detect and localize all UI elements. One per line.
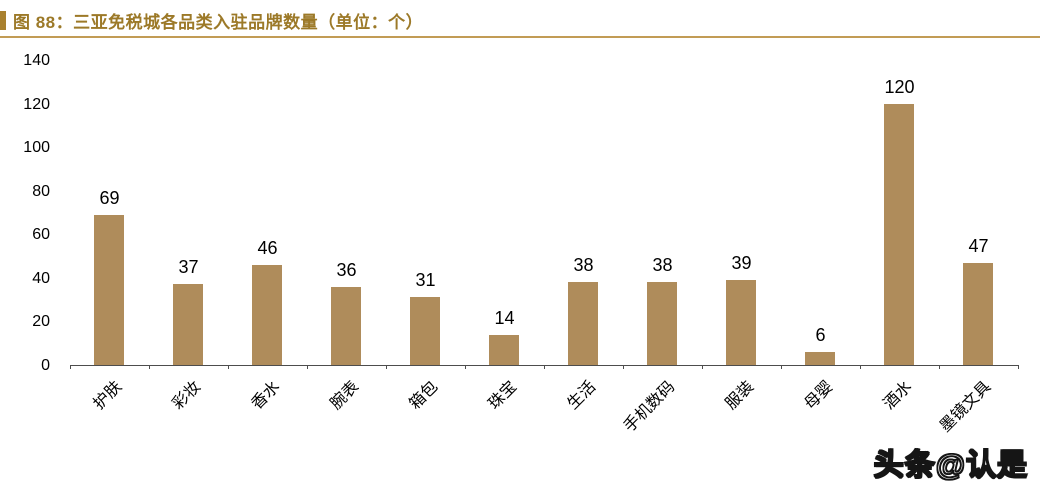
bar-value-label: 37: [178, 257, 199, 278]
y-tick-label: 140: [23, 52, 50, 69]
y-tick-label: 0: [41, 357, 50, 374]
bar-value-label: 46: [257, 237, 278, 258]
bar-value-label: 69: [99, 187, 120, 208]
bar: [726, 280, 757, 365]
x-axis-tick: [465, 365, 466, 369]
bar: [252, 264, 283, 365]
bar: [884, 103, 915, 365]
y-tick-label: 100: [23, 139, 50, 157]
bar: [94, 214, 125, 365]
x-axis-tick: [781, 365, 782, 369]
y-tick-label: 60: [32, 226, 50, 244]
bar: [805, 351, 836, 365]
x-axis-tick: [623, 365, 624, 369]
bar-value-label: 120: [884, 76, 915, 97]
bar-group: 31 箱包: [386, 60, 465, 412]
bar-group: 38 生活: [544, 60, 623, 413]
bar: [568, 282, 599, 365]
bar-group: 120 酒水: [860, 60, 939, 413]
x-axis-tick: [701, 365, 703, 369]
y-axis: 0 20 40 60 80 100 120 140: [0, 52, 56, 374]
bar-group: 14 珠宝: [465, 60, 544, 413]
bar-group: 37 彩妆: [149, 60, 228, 412]
x-axis-category-label: 服装: [723, 378, 758, 413]
bar-group: 36 腕表: [307, 60, 386, 413]
bar: [173, 284, 204, 365]
bar: [647, 282, 678, 365]
bar-value-label: 14: [494, 307, 515, 328]
bar: [410, 297, 441, 365]
bar: [331, 286, 362, 365]
x-axis-tick: [148, 365, 150, 369]
x-axis-category-label: 母婴: [802, 378, 837, 413]
x-axis-category-label: 珠宝: [486, 378, 521, 413]
x-axis-category-label: 墨镜文具: [937, 378, 995, 436]
x-axis-category-label: 香水: [249, 378, 284, 413]
bar-value-label: 38: [652, 255, 673, 276]
x-axis-tick: [1018, 365, 1019, 369]
bar-group: 39 服装: [702, 60, 781, 413]
header-divider: [0, 36, 1040, 38]
x-axis-tick: [385, 365, 387, 369]
watermark: 头条@认是: [873, 448, 1028, 483]
y-tick-label: 120: [23, 95, 50, 113]
bar-group: 69 护肤: [70, 60, 149, 413]
bar-value-label: 31: [415, 270, 436, 291]
x-axis-tick: [544, 365, 545, 369]
bar-group: 47 墨镜文具: [937, 60, 1018, 436]
bar-value-label: 36: [336, 259, 357, 280]
bar-group: 6 母婴: [781, 60, 860, 413]
plot-area: 69 护肤 37 彩妆 46 香水 36 腕表 31 箱包 14 珠宝 38 生活 38 手机数码 39 服装 6 母…: [70, 60, 1019, 436]
bar-chart: 0 20 40 60 80 100 120 140 69 护肤 37 彩妆 46 香水 36 腕表 31 箱包 1…: [0, 42, 1040, 472]
title-accent-bar: [0, 10, 6, 30]
y-tick-label: 40: [32, 269, 50, 287]
bar-value-label: 39: [731, 253, 752, 274]
y-tick-label: 20: [32, 313, 50, 331]
bar: [963, 262, 994, 365]
x-axis-tick: [307, 365, 308, 369]
x-axis-category-label: 箱包: [407, 378, 442, 413]
bar-group: 38 手机数码: [621, 60, 702, 435]
figure-title: 图 88：三亚免税城各品类入驻品牌数量（单位：个）: [13, 12, 424, 32]
bar-group: 46 香水: [228, 60, 307, 413]
x-axis-tick: [227, 365, 229, 369]
bar: [489, 334, 520, 365]
x-axis-category-label: 手机数码: [621, 378, 679, 436]
x-axis-category-label: 腕表: [328, 378, 363, 413]
figure-header: 图 88：三亚免税城各品类入驻品牌数量（单位：个）: [0, 0, 1040, 32]
bar-value-label: 47: [968, 235, 989, 256]
bar-value-label: 38: [573, 255, 594, 276]
x-axis-tick: [939, 365, 940, 369]
x-axis-tick: [860, 365, 861, 369]
x-axis-category-label: 彩妆: [170, 378, 205, 413]
x-axis-tick: [70, 365, 71, 369]
x-axis-category-label: 护肤: [91, 378, 126, 413]
y-tick-label: 80: [32, 182, 50, 200]
x-axis-category-label: 生活: [565, 378, 600, 413]
x-axis-category-label: 酒水: [881, 378, 916, 413]
bar-value-label: 6: [815, 324, 826, 345]
